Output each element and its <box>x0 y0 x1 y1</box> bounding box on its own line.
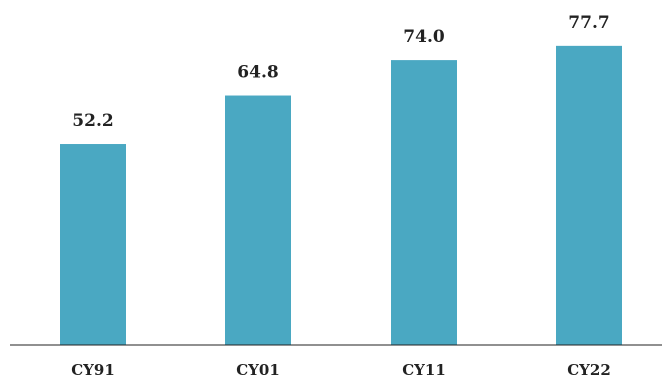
x-tick-label-cy11: CY11 <box>402 361 446 379</box>
x-tick-label-cy22: CY22 <box>567 361 611 379</box>
bar-cy91 <box>60 144 126 345</box>
bar-cy01 <box>225 95 291 346</box>
labels-group: 52.2 CY91 64.8 CY01 74.0 CY11 77.7 CY22 <box>71 13 611 379</box>
x-tick-label-cy01: CY01 <box>236 361 280 379</box>
x-tick-label-cy91: CY91 <box>71 361 115 379</box>
bar-cy22 <box>556 45 622 345</box>
value-label-cy22: 77.7 <box>568 13 609 33</box>
value-label-cy01: 64.8 <box>237 63 278 83</box>
value-label-cy11: 74.0 <box>403 27 445 47</box>
bars-group <box>60 45 622 346</box>
value-label-cy91: 52.2 <box>72 111 113 131</box>
bar-cy11 <box>391 60 457 345</box>
